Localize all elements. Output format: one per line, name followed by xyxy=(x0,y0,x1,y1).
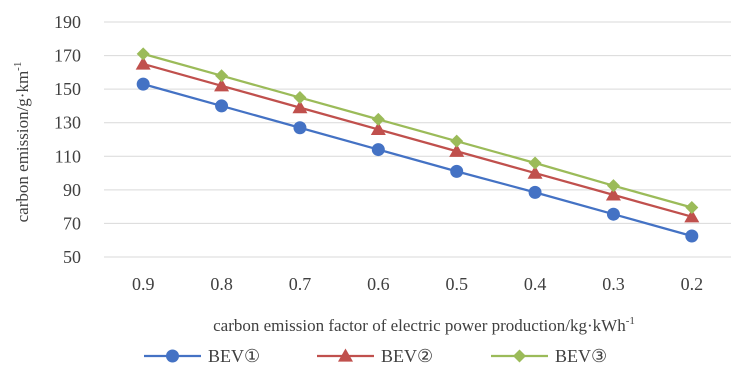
x-axis-label: carbon emission factor of electric power… xyxy=(213,315,635,335)
series-2 xyxy=(135,56,700,223)
legend-marker xyxy=(338,348,353,362)
gridlines xyxy=(104,21,731,258)
series-1 xyxy=(136,77,699,243)
x-tick-label: 0.3 xyxy=(602,274,625,294)
legend-label: BEV① xyxy=(208,346,260,366)
series-3 xyxy=(136,47,699,214)
y-tick-label: 110 xyxy=(55,146,81,166)
y-tick-label: 90 xyxy=(63,180,81,200)
data-point xyxy=(527,165,543,179)
data-point xyxy=(293,121,307,135)
series-group xyxy=(135,47,700,243)
data-point xyxy=(370,121,386,136)
data-point xyxy=(685,200,699,214)
y-tick-label: 170 xyxy=(54,46,81,66)
data-point xyxy=(685,229,699,243)
legend-marker xyxy=(513,349,526,363)
x-tick-label: 0.5 xyxy=(445,274,468,294)
x-tick-label: 0.7 xyxy=(289,274,312,294)
legend-marker xyxy=(166,349,179,363)
legend: BEV① BEV② BEV③ xyxy=(144,346,607,366)
legend-item: BEV① xyxy=(144,346,260,366)
x-tick-label: 0.9 xyxy=(132,274,155,294)
data-point xyxy=(371,143,385,157)
data-point xyxy=(214,78,230,92)
legend-item: BEV② xyxy=(317,346,433,366)
data-point xyxy=(371,112,385,126)
legend-label: BEV② xyxy=(381,346,433,366)
y-axis-label: carbon emission/g·km-1 xyxy=(12,62,32,223)
data-point xyxy=(136,47,150,61)
data-point xyxy=(684,209,700,223)
y-tick-label: 150 xyxy=(54,79,81,99)
y-tick-labels: 50 70 90 110 130 150 170 190 xyxy=(54,12,81,267)
data-point xyxy=(606,179,620,193)
x-tick-label: 0.6 xyxy=(367,274,390,294)
data-point xyxy=(528,156,542,170)
series-line xyxy=(142,62,693,218)
data-point xyxy=(215,99,229,113)
data-point xyxy=(606,207,620,221)
legend-label: BEV③ xyxy=(555,346,607,366)
series-line xyxy=(142,52,693,209)
x-tick-label: 0.2 xyxy=(681,274,704,294)
data-point xyxy=(450,134,464,148)
x-tick-label: 0.4 xyxy=(524,274,547,294)
series-line xyxy=(142,83,693,238)
y-tick-label: 130 xyxy=(54,113,81,133)
y-tick-label: 50 xyxy=(63,247,81,267)
data-point xyxy=(135,56,151,70)
data-point xyxy=(136,77,150,91)
x-tick-label: 0.8 xyxy=(210,274,233,294)
legend-item: BEV③ xyxy=(491,346,607,366)
data-point xyxy=(215,69,229,83)
x-tick-labels: 0.9 0.8 0.7 0.6 0.5 0.4 0.3 0.2 xyxy=(132,274,703,294)
data-point xyxy=(605,187,621,201)
y-tick-label: 190 xyxy=(54,12,81,32)
y-tick-label: 70 xyxy=(63,213,81,233)
data-point xyxy=(292,100,308,114)
data-point xyxy=(528,185,542,199)
data-point xyxy=(450,164,464,178)
data-point xyxy=(293,91,307,105)
data-point xyxy=(449,143,465,157)
